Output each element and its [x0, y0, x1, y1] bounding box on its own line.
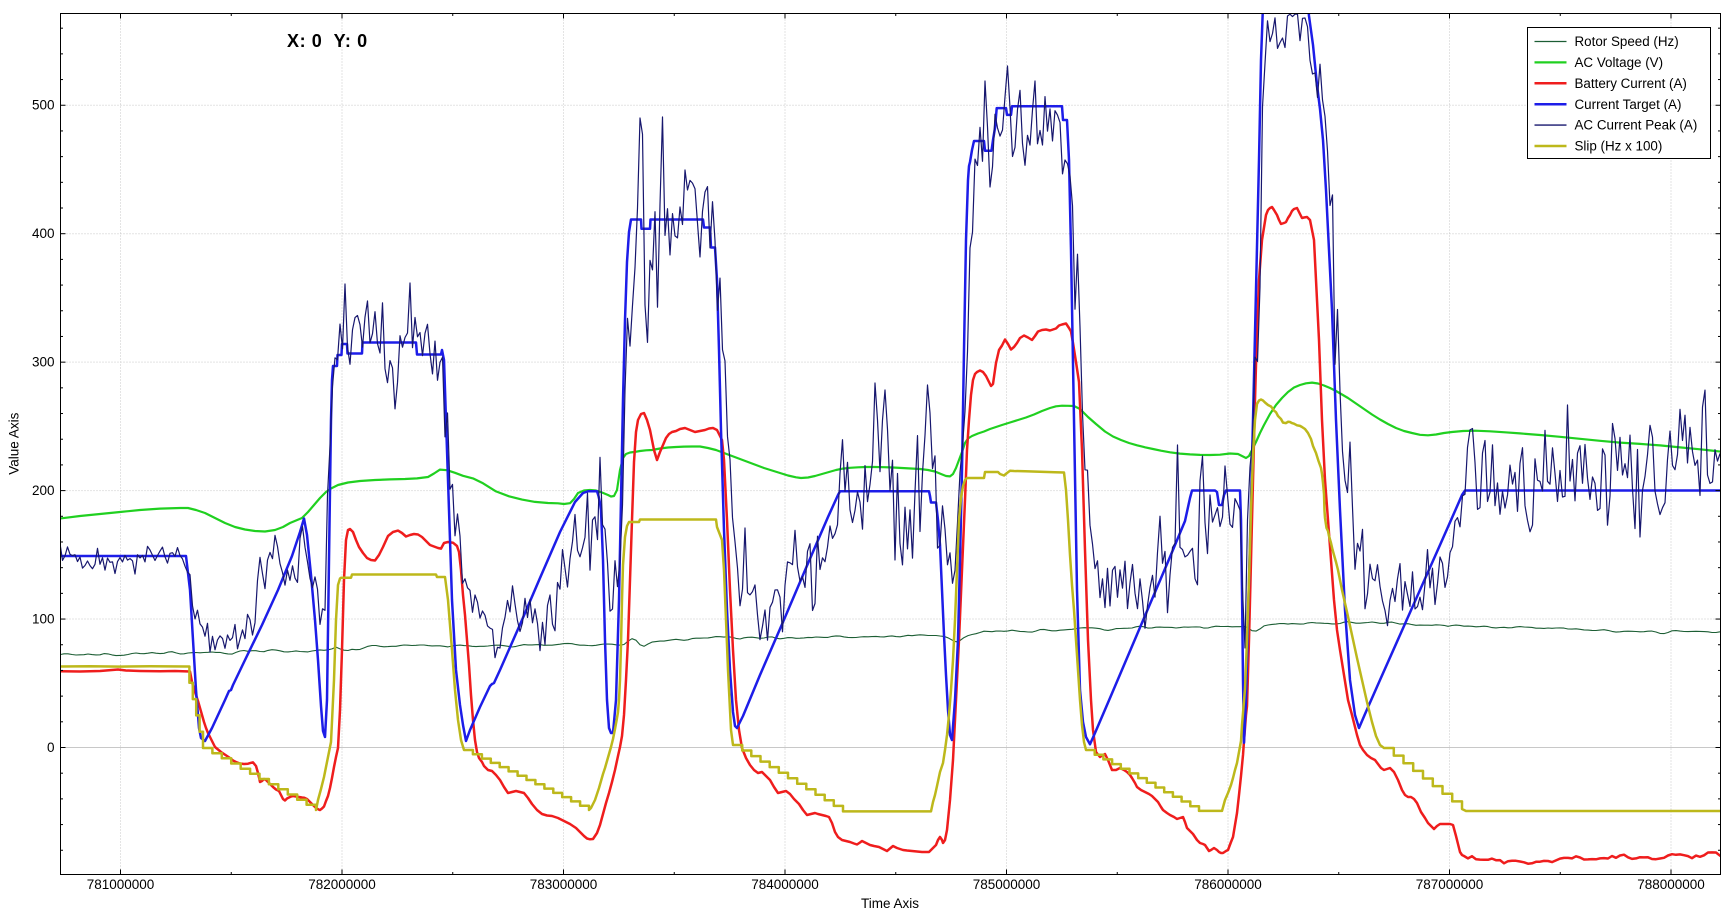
- svg-text:100: 100: [32, 611, 55, 626]
- svg-text:Battery Current (A): Battery Current (A): [1575, 76, 1687, 91]
- svg-text:AC Current Peak (A): AC Current Peak (A): [1575, 118, 1698, 133]
- svg-text:788000000: 788000000: [1637, 877, 1705, 892]
- svg-text:785000000: 785000000: [973, 877, 1041, 892]
- svg-text:Rotor Speed (Hz): Rotor Speed (Hz): [1575, 34, 1679, 49]
- svg-text:781000000: 781000000: [87, 877, 155, 892]
- svg-text:Value Axis: Value Axis: [7, 412, 22, 474]
- svg-text:AC Voltage (V): AC Voltage (V): [1575, 55, 1664, 70]
- svg-text:Current Target (A): Current Target (A): [1575, 97, 1682, 112]
- svg-text:200: 200: [32, 483, 55, 498]
- svg-text:500: 500: [32, 98, 55, 113]
- svg-text:783000000: 783000000: [530, 877, 598, 892]
- svg-text:784000000: 784000000: [751, 877, 819, 892]
- svg-text:300: 300: [32, 355, 55, 370]
- svg-text:400: 400: [32, 226, 55, 241]
- svg-text:X: 0 Y: 0: X: 0 Y: 0: [287, 31, 368, 51]
- svg-text:782000000: 782000000: [308, 877, 376, 892]
- svg-text:787000000: 787000000: [1416, 877, 1484, 892]
- svg-text:Slip (Hz x 100): Slip (Hz x 100): [1575, 139, 1663, 154]
- svg-text:0: 0: [47, 740, 55, 755]
- svg-text:Time Axis: Time Axis: [861, 896, 919, 911]
- svg-text:786000000: 786000000: [1194, 877, 1262, 892]
